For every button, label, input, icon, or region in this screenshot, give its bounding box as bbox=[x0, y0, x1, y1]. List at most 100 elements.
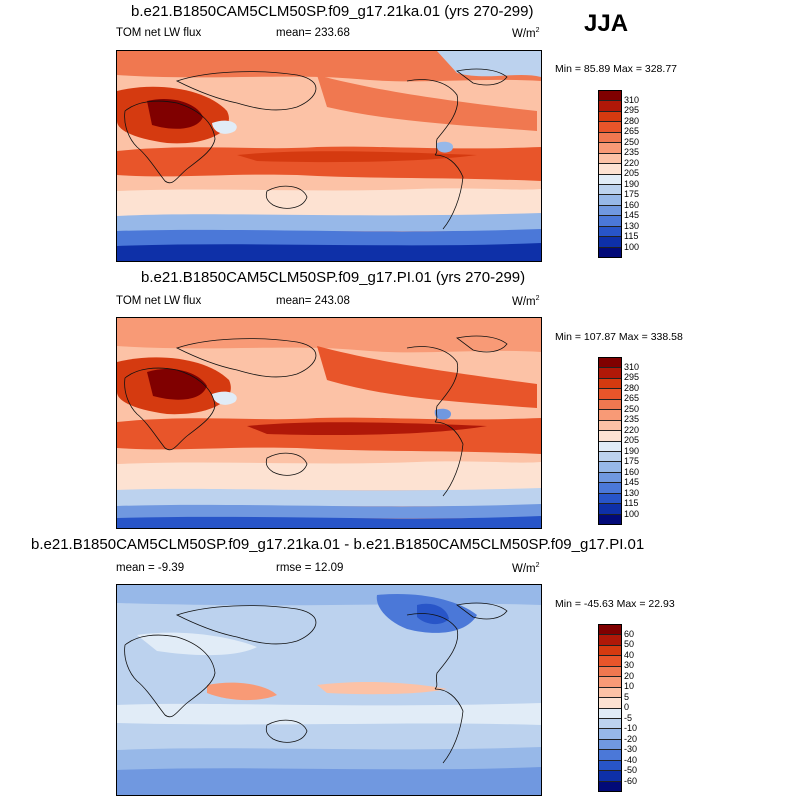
colorbar-tick-label: 205 bbox=[624, 168, 640, 178]
colorbar-tick-label: 235 bbox=[624, 147, 640, 157]
colorbar-swatch bbox=[599, 132, 621, 144]
colorbar-tick-label: -40 bbox=[624, 754, 638, 765]
colorbar-swatch bbox=[599, 111, 621, 123]
colorbar-tick-label: 130 bbox=[624, 487, 640, 498]
colorbar-tick-label: 310 bbox=[624, 361, 640, 372]
colorbar-tick-label: 100 bbox=[624, 508, 640, 519]
colorbar-swatch bbox=[599, 677, 621, 688]
colorbar-tick-label: 295 bbox=[624, 105, 640, 115]
panel-1-mean-label: mean= 233.68 bbox=[276, 27, 350, 39]
colorbar-tick-label: 0 bbox=[624, 702, 630, 712]
panel-2-variable-label: TOM net LW flux bbox=[116, 295, 202, 307]
colorbar-tick-label: 60 bbox=[624, 628, 635, 639]
colorbar-swatch bbox=[599, 410, 621, 421]
colorbar-tick-label: 280 bbox=[624, 115, 640, 126]
panel-2-mean-label: mean= 243.08 bbox=[276, 295, 350, 307]
panel-1-map bbox=[116, 50, 542, 262]
colorbar-tick-label: 175 bbox=[624, 456, 640, 466]
colorbar-swatch bbox=[599, 718, 621, 730]
colorbar-tick-label: 30 bbox=[624, 660, 635, 670]
colorbar-swatch bbox=[599, 389, 621, 400]
colorbar-swatch bbox=[599, 143, 621, 154]
panel-3-map bbox=[116, 584, 542, 796]
colorbar-tick-label: 100 bbox=[624, 241, 640, 252]
colorbar-tick-label: 250 bbox=[624, 403, 640, 414]
colorbar-tick-label: 160 bbox=[624, 466, 640, 477]
colorbar-tick-label: 280 bbox=[624, 382, 640, 393]
colorbar-tick-label: 145 bbox=[624, 210, 640, 220]
colorbar-tick-label: 175 bbox=[624, 189, 640, 199]
colorbar-tick-label: 130 bbox=[624, 220, 640, 231]
colorbar-swatch bbox=[599, 431, 621, 442]
colorbar-swatch bbox=[599, 368, 621, 379]
panel-3-colorbar bbox=[598, 624, 622, 792]
colorbar-swatch bbox=[599, 514, 621, 524]
colorbar-swatch bbox=[599, 216, 621, 227]
colorbar-swatch bbox=[599, 441, 621, 452]
panel-1-title: b.e21.B1850CAM5CLM50SP.f09_g17.21ka.01 (… bbox=[131, 3, 534, 20]
colorbar-swatch bbox=[599, 750, 621, 761]
colorbar-swatch bbox=[599, 472, 621, 484]
colorbar-swatch bbox=[599, 666, 621, 678]
season-label: JJA bbox=[584, 10, 629, 37]
panel-2-minmax: Min = 107.87 Max = 338.58 bbox=[555, 331, 683, 343]
panel-2-title: b.e21.B1850CAM5CLM50SP.f09_g17.PI.01 (yr… bbox=[141, 269, 526, 286]
colorbar-swatch bbox=[599, 101, 621, 112]
colorbar-swatch bbox=[599, 153, 621, 165]
colorbar-tick-label: 295 bbox=[624, 372, 640, 382]
colorbar-tick-label: -10 bbox=[624, 723, 638, 733]
colorbar-swatch bbox=[599, 760, 621, 772]
panel-1-variable-label: TOM net LW flux bbox=[116, 27, 202, 39]
colorbar-tick-label: 235 bbox=[624, 414, 640, 424]
colorbar-swatch bbox=[599, 687, 621, 699]
colorbar-swatch bbox=[599, 645, 621, 657]
colorbar-swatch bbox=[599, 729, 621, 740]
colorbar-tick-label: 50 bbox=[624, 639, 635, 649]
colorbar-swatch bbox=[599, 493, 621, 505]
colorbar-swatch bbox=[599, 483, 621, 494]
panel-1-minmax: Min = 85.89 Max = 328.77 bbox=[555, 63, 677, 75]
panel-1-units: W/m2 bbox=[512, 27, 540, 40]
colorbar-tick-label: 310 bbox=[624, 94, 640, 105]
colorbar-swatch bbox=[599, 625, 621, 636]
colorbar-swatch bbox=[599, 698, 621, 709]
colorbar-tick-label: 145 bbox=[624, 477, 640, 487]
colorbar-tick-label: 115 bbox=[624, 231, 639, 241]
colorbar-swatch bbox=[599, 771, 621, 782]
colorbar-swatch bbox=[599, 781, 621, 791]
colorbar-tick-label: -60 bbox=[624, 775, 638, 786]
panel-2-map-canvas bbox=[117, 318, 541, 528]
colorbar-swatch bbox=[599, 504, 621, 515]
colorbar-swatch bbox=[599, 205, 621, 217]
colorbar-swatch bbox=[599, 174, 621, 185]
colorbar-swatch bbox=[599, 122, 621, 133]
colorbar-tick-label: 265 bbox=[624, 126, 640, 136]
panel-3-map-canvas bbox=[117, 585, 541, 795]
colorbar-swatch bbox=[599, 420, 621, 432]
colorbar-tick-label: 160 bbox=[624, 199, 640, 210]
colorbar-swatch bbox=[599, 184, 621, 196]
colorbar-tick-label: 190 bbox=[624, 445, 640, 456]
colorbar-swatch bbox=[599, 451, 621, 463]
colorbar-swatch bbox=[599, 195, 621, 206]
panel-3-units: W/m2 bbox=[512, 562, 540, 575]
colorbar-tick-label: -20 bbox=[624, 733, 638, 744]
colorbar-tick-label: 250 bbox=[624, 136, 640, 147]
panel-3-rmse-label: rmse = 12.09 bbox=[276, 562, 344, 574]
colorbar-tick-label: 190 bbox=[624, 178, 640, 189]
colorbar-swatch bbox=[599, 164, 621, 175]
colorbar-swatch bbox=[599, 91, 621, 102]
colorbar-tick-label: 205 bbox=[624, 435, 640, 445]
colorbar-swatch bbox=[599, 237, 621, 248]
colorbar-tick-label: 20 bbox=[624, 670, 635, 681]
colorbar-swatch bbox=[599, 635, 621, 646]
colorbar-tick-label: -30 bbox=[624, 744, 638, 754]
panel-3-mean-label: mean = -9.39 bbox=[116, 562, 185, 574]
colorbar-swatch bbox=[599, 378, 621, 390]
panel-2-map bbox=[116, 317, 542, 529]
panel-1-map-canvas bbox=[117, 51, 541, 261]
panel-2-colorbar bbox=[598, 357, 622, 525]
colorbar-tick-label: -50 bbox=[624, 765, 638, 775]
colorbar-swatch bbox=[599, 399, 621, 411]
colorbar-tick-label: 115 bbox=[624, 498, 639, 508]
